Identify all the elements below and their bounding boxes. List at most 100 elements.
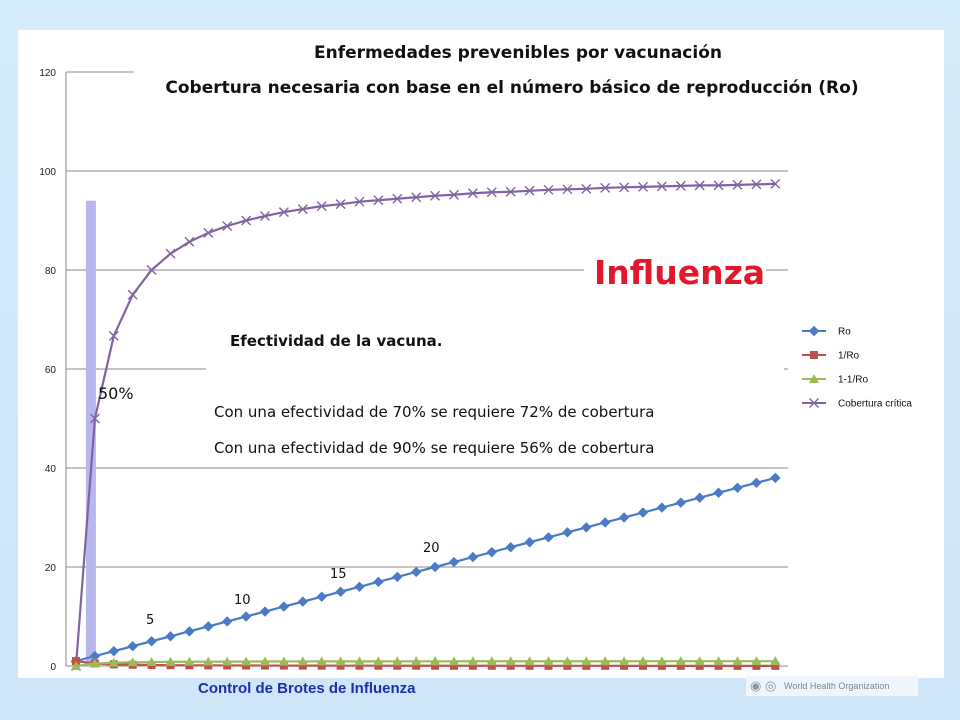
point-one-minus-inv-ro-28 [581,656,592,666]
point-ro-24 [505,541,516,553]
series-line-ro [75,476,776,663]
point-ro-31 [637,507,649,518]
point-cobertura-26 [543,184,554,195]
point-ro-16 [354,581,365,593]
point-inv-ro-35 [714,661,723,670]
y-axis-ticks: 0 20 40 60 80 100 120 [39,68,56,673]
point-one-minus-inv-ro-29 [600,656,611,666]
point-one-minus-inv-ro-38 [770,656,781,666]
point-ro-29 [599,517,611,528]
point-ro-15 [335,586,346,597]
point-cobertura-2 [89,413,100,424]
point-ro-5 [146,636,157,647]
point-inv-ro-13 [298,661,307,670]
series-layer [70,178,781,671]
point-ro-25 [524,537,535,548]
point-cobertura-17 [373,195,384,206]
point-ro-13 [297,596,309,607]
point-one-minus-inv-ro-4 [127,657,138,667]
point-ro-7 [184,626,195,637]
point-one-minus-inv-ro-7 [184,656,195,666]
point-one-minus-inv-ro-8 [203,656,214,666]
point-one-minus-inv-ro-24 [505,656,516,666]
point-ro-27 [562,527,573,538]
series-line-cobertura [74,182,776,667]
point-inv-ro-21 [450,661,458,670]
point-cobertura-28 [581,183,592,194]
y-tick-label-40: 40 [45,464,57,475]
point-ro-8 [203,621,214,632]
point-cobertura-19 [411,192,422,203]
y-tick-label-20: 20 [45,563,57,574]
point-one-minus-inv-ro-11 [260,656,270,666]
point-one-minus-inv-ro-15 [335,656,346,666]
point-cobertura-37 [751,179,762,190]
point-cobertura-29 [600,182,611,193]
series-inv-ro [72,657,780,670]
point-cobertura-30 [619,182,630,193]
slide-panel: 0 20 40 60 80 100 120 Enfermedades prevenibles… [18,30,944,678]
series-ro [70,472,781,667]
efectividad-90-text: Con una efectividad de 90% se requiere 5… [214,439,654,457]
legend-label-one-minus-inv-ro: 1-1/Ro [838,375,868,386]
point-ro-17 [373,576,384,588]
point-ro-23 [486,546,498,558]
point-inv-ro-27 [563,661,572,670]
legend-marker-ro [808,325,820,337]
point-ro-30 [618,512,630,523]
point-cobertura-22 [467,188,478,199]
point-cobertura-6 [165,248,176,259]
efectividad-heading: Efectividad de la vacuna. [230,332,442,350]
point-cobertura-8 [203,227,214,238]
label-point-10: 10 [234,593,251,608]
point-inv-ro-22 [468,661,477,670]
legend: Ro 1/Ro 1-1/Ro Cobertura crítica [802,325,912,410]
point-cobertura-12 [278,207,289,218]
series-one-minus-inv-ro [71,656,781,670]
who-org-name: World Health Organization [784,681,890,691]
point-inv-ro-36 [733,661,742,670]
point-ro-9 [221,616,233,627]
point-inv-ro-16 [355,661,364,670]
point-inv-ro-30 [620,661,629,670]
point-cobertura-23 [486,187,497,198]
legend-marker-inv-ro [810,351,818,359]
point-ro-32 [656,502,668,513]
point-cobertura-13 [297,204,308,215]
point-cobertura-32 [656,181,667,192]
point-one-minus-inv-ro-22 [467,656,478,666]
chart-title: Enfermedades prevenibles por vacunación [314,43,722,63]
point-ro-14 [316,591,327,602]
legend-label-cobertura: Cobertura crítica [838,399,912,410]
point-one-minus-inv-ro-26 [543,656,554,666]
y-tick-label-80: 80 [45,266,57,277]
point-cobertura-36 [732,179,743,190]
point-inv-ro-38 [771,661,780,670]
point-one-minus-inv-ro-25 [524,656,535,666]
footer-title: Control de Brotes de Influenza [198,680,416,697]
point-one-minus-inv-ro-9 [222,656,233,666]
point-one-minus-inv-ro-14 [316,656,327,666]
chart-subtitle: Cobertura necesaria con base en el númer… [165,78,858,98]
legend-label-ro: Ro [838,327,851,338]
point-ro-34 [694,492,705,503]
point-ro-11 [259,606,271,617]
point-ro-12 [278,601,290,612]
who-logo: ◉ ◎ World Health Organization [746,676,918,696]
point-inv-ro-23 [487,661,496,670]
point-inv-ro-14 [317,661,326,670]
point-one-minus-inv-ro-18 [392,656,403,666]
point-inv-ro-32 [657,661,666,670]
point-inv-ro-11 [261,661,269,670]
point-ro-37 [751,477,762,489]
point-ro-38 [770,472,781,484]
point-cobertura-33 [675,180,686,191]
series-line-one-minus-inv-ro [75,660,776,668]
point-ro-18 [392,571,403,583]
point-inv-ro-19 [412,661,421,670]
point-inv-ro-15 [336,661,345,670]
point-inv-ro-29 [601,661,610,670]
point-ro-19 [410,566,422,578]
point-one-minus-inv-ro-21 [449,656,459,666]
point-one-minus-inv-ro-30 [619,656,630,666]
